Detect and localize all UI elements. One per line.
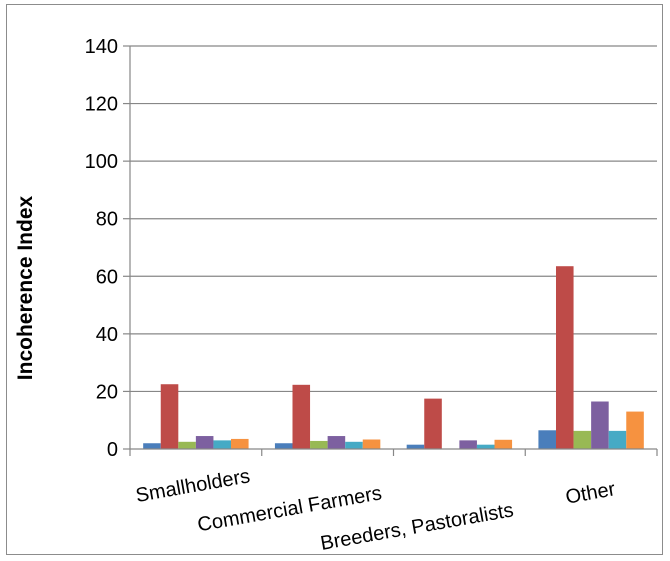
bars xyxy=(143,266,644,449)
y-tick-label: 80 xyxy=(96,209,118,231)
bar xyxy=(494,439,513,449)
y-tick-label: 100 xyxy=(85,151,118,173)
axes xyxy=(123,45,658,456)
bar xyxy=(178,441,196,449)
bar xyxy=(310,440,328,449)
y-tick-label: 40 xyxy=(96,324,118,346)
bar xyxy=(345,441,363,449)
bar xyxy=(143,443,161,449)
y-tick-label: 0 xyxy=(107,439,118,461)
bar xyxy=(160,384,179,449)
bar xyxy=(555,266,574,449)
y-tick-label: 20 xyxy=(96,381,118,403)
bar xyxy=(538,430,556,449)
bar xyxy=(292,384,311,449)
bar xyxy=(626,411,644,449)
bar xyxy=(424,398,442,449)
bar xyxy=(362,439,381,449)
bar xyxy=(327,436,346,449)
bar xyxy=(195,436,214,449)
bar xyxy=(459,440,477,449)
bar xyxy=(476,444,495,449)
bar xyxy=(406,444,425,449)
y-tick-label: 120 xyxy=(85,94,118,116)
y-tick-label: 140 xyxy=(85,36,118,58)
x-category-label: Smallholders xyxy=(134,465,252,507)
bar xyxy=(591,401,609,449)
bar xyxy=(213,440,232,449)
bar xyxy=(608,430,627,449)
bar xyxy=(274,443,293,449)
x-category-label: Other xyxy=(564,478,617,508)
labels: 020406080100120140SmallholdersCommercial… xyxy=(85,36,618,555)
y-tick-label: 60 xyxy=(96,266,118,288)
y-axis-title: Incoherence Index xyxy=(14,195,37,380)
bar xyxy=(231,438,249,449)
chart-frame xyxy=(6,4,663,555)
bar xyxy=(573,430,592,449)
gridlines xyxy=(130,45,657,393)
